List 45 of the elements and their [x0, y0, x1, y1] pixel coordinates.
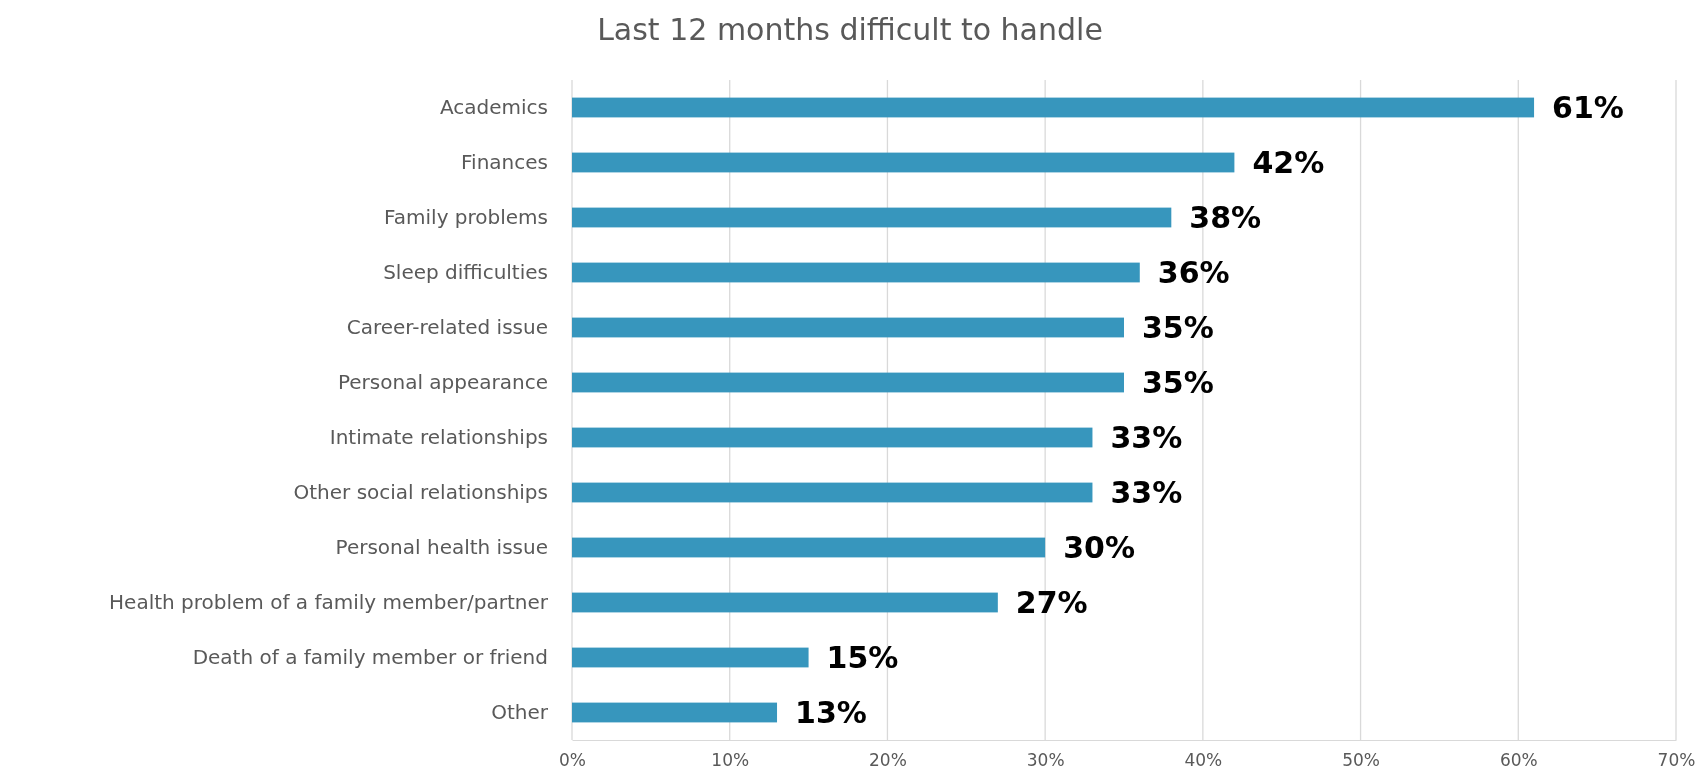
y-tick-label: Family problems: [384, 204, 548, 229]
data-label: 35%: [1142, 310, 1214, 346]
bar: [572, 207, 1172, 228]
y-tick-label: Sleep difficulties: [383, 259, 548, 284]
y-tick-label: Personal health issue: [335, 534, 548, 559]
y-tick-label: Academics: [439, 94, 548, 119]
y-tick-label: Intimate relationships: [329, 424, 548, 449]
bar: [572, 97, 1535, 118]
data-label: 33%: [1110, 475, 1183, 511]
x-tick-label: 10%: [711, 750, 750, 771]
x-tick-label: 70%: [1657, 750, 1696, 771]
data-label: 15%: [826, 640, 899, 676]
y-tick-label: Death of a family member or friend: [192, 644, 548, 669]
x-tick-label: 20%: [869, 750, 907, 771]
bar: [572, 702, 778, 723]
y-tick-label: Finances: [461, 149, 548, 174]
bar: [572, 592, 998, 613]
bar: [572, 482, 1093, 503]
bar: [572, 537, 1046, 558]
bar: [572, 372, 1124, 393]
data-label: 33%: [1110, 420, 1183, 456]
y-tick-label: Other social relationships: [293, 479, 548, 504]
x-tick-label: 30%: [1026, 750, 1065, 771]
y-tick-label: Career-related issue: [346, 314, 548, 339]
data-label: 36%: [1157, 255, 1230, 291]
y-tick-label: Other: [491, 699, 549, 724]
bar: [572, 427, 1093, 448]
x-tick-label: 60%: [1499, 750, 1538, 771]
x-tick-label: 50%: [1342, 750, 1380, 771]
data-label: 35%: [1142, 365, 1214, 401]
x-tick-label: 40%: [1184, 750, 1223, 771]
bar: [572, 262, 1140, 283]
data-label: 38%: [1189, 200, 1262, 236]
y-tick-label: Personal appearance: [337, 369, 548, 394]
bar: [572, 152, 1235, 173]
bar: [572, 647, 809, 668]
y-tick-label: Health problem of a family member/partner: [109, 589, 549, 614]
data-label: 61%: [1552, 90, 1624, 126]
chart-title: Last 12 months difficult to handle: [597, 12, 1103, 47]
data-label: 42%: [1252, 145, 1325, 181]
data-label: 27%: [1015, 585, 1088, 621]
bar: [572, 317, 1124, 338]
data-label: 30%: [1063, 530, 1135, 566]
x-tick-label: 0%: [559, 750, 586, 771]
data-label: 13%: [795, 695, 867, 731]
